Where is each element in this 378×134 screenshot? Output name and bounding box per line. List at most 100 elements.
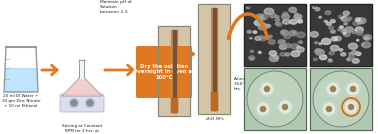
Circle shape [260,107,265,111]
Bar [244,68,306,130]
Bar [158,26,190,116]
Ellipse shape [344,32,346,34]
Ellipse shape [250,50,254,52]
Text: ZnO NPs: ZnO NPs [204,117,223,121]
Ellipse shape [349,43,358,49]
Ellipse shape [345,27,353,32]
Circle shape [256,102,270,116]
Ellipse shape [339,49,343,51]
Ellipse shape [293,32,296,34]
Ellipse shape [319,43,322,45]
Ellipse shape [260,35,262,37]
Ellipse shape [281,30,286,34]
Ellipse shape [283,12,288,15]
Ellipse shape [343,18,350,22]
Ellipse shape [281,30,288,35]
Ellipse shape [249,56,255,60]
Ellipse shape [313,58,317,61]
Ellipse shape [338,15,342,18]
Ellipse shape [294,14,302,19]
Circle shape [260,82,274,96]
Ellipse shape [295,18,301,21]
Ellipse shape [290,19,297,24]
Ellipse shape [357,20,363,24]
Circle shape [265,87,270,92]
Ellipse shape [291,44,299,49]
Ellipse shape [342,17,348,21]
Ellipse shape [331,19,333,21]
Ellipse shape [277,23,282,26]
Bar [158,26,190,116]
Ellipse shape [255,36,261,40]
Ellipse shape [352,51,357,54]
Ellipse shape [362,44,364,46]
Ellipse shape [315,8,320,11]
Bar [198,4,230,114]
Ellipse shape [294,13,298,15]
Ellipse shape [247,30,251,33]
Ellipse shape [249,37,252,39]
Bar [171,30,177,112]
Ellipse shape [261,36,265,39]
Ellipse shape [362,42,370,48]
Circle shape [71,100,76,105]
Bar [310,4,372,66]
Ellipse shape [276,22,280,25]
Ellipse shape [349,53,352,54]
Bar [212,8,215,110]
Ellipse shape [324,20,327,22]
Ellipse shape [273,55,279,59]
FancyBboxPatch shape [60,94,104,112]
Ellipse shape [310,32,318,37]
Ellipse shape [319,16,321,18]
Ellipse shape [319,55,327,60]
Ellipse shape [338,29,341,31]
Ellipse shape [335,36,341,41]
Ellipse shape [280,53,285,56]
Bar [310,68,372,130]
Ellipse shape [260,23,266,26]
Bar [244,68,306,130]
Ellipse shape [282,19,290,24]
Ellipse shape [349,55,354,58]
Bar [244,4,306,66]
Ellipse shape [253,31,257,33]
Ellipse shape [264,8,274,15]
Circle shape [326,82,340,96]
Ellipse shape [315,49,324,55]
Ellipse shape [331,30,335,33]
Circle shape [282,105,288,109]
Text: Annealing at
350°C for 3
hrs.: Annealing at 350°C for 3 hrs. [234,77,262,91]
Ellipse shape [325,11,331,15]
Ellipse shape [329,51,334,55]
Circle shape [327,107,332,111]
Ellipse shape [326,22,331,25]
Ellipse shape [353,21,359,25]
Ellipse shape [294,15,299,18]
Ellipse shape [355,18,361,21]
Bar [211,92,217,110]
Ellipse shape [284,34,290,39]
Ellipse shape [261,18,265,20]
Text: Dry the solution
Overnight in oven at
100°C: Dry the solution Overnight in oven at 10… [133,64,195,80]
Circle shape [322,102,336,116]
Ellipse shape [352,59,359,63]
Ellipse shape [299,41,302,43]
Ellipse shape [276,16,279,18]
Text: 20 ml DI Water +
10 gm Zinc Nitrate
+ 10 ml Ethanol: 20 ml DI Water + 10 gm Zinc Nitrate + 10… [2,94,40,108]
Text: (a): (a) [246,6,252,10]
Ellipse shape [258,17,262,19]
Ellipse shape [266,24,271,27]
Ellipse shape [342,29,346,31]
Ellipse shape [322,38,331,44]
Ellipse shape [342,16,345,19]
Ellipse shape [256,14,264,20]
Ellipse shape [343,32,350,37]
Bar [198,4,230,114]
Ellipse shape [328,59,333,62]
Ellipse shape [355,27,363,32]
Ellipse shape [279,40,285,44]
Ellipse shape [328,26,333,29]
Ellipse shape [330,45,339,51]
Circle shape [346,82,360,96]
